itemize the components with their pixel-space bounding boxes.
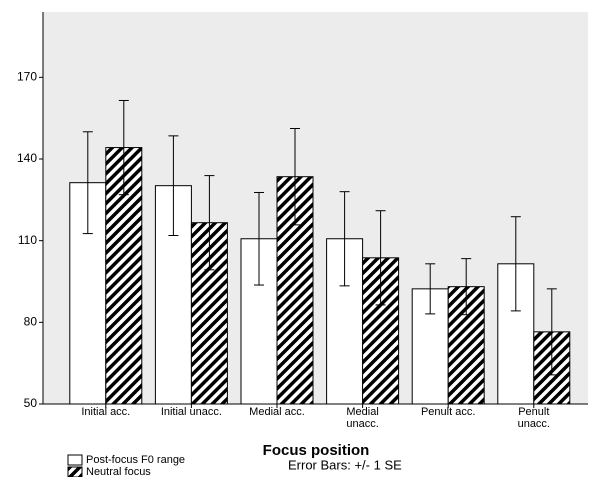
y-tick-label: 110 <box>18 233 37 247</box>
error-bar <box>204 175 215 271</box>
legend-label: Post-focus F0 range <box>86 454 185 466</box>
x-tick-label: Initial unacc. <box>160 406 222 418</box>
error-bar <box>461 258 472 316</box>
legend-label: Neutral focus <box>86 466 151 477</box>
x-tick-label: Penult unacc. <box>517 406 550 430</box>
x-axis-title: Focus position <box>263 442 370 459</box>
error-bar <box>546 288 557 376</box>
y-tick-label: 50 <box>24 396 38 410</box>
legend-swatch <box>67 466 83 477</box>
error-bar <box>339 191 350 287</box>
x-tick-label: Initial acc. <box>81 406 131 418</box>
error-bar <box>425 263 436 315</box>
legend-swatch <box>67 454 83 466</box>
y-tick-label: 80 <box>24 315 38 329</box>
y-tick-label: 170 <box>17 70 37 84</box>
error-bar <box>254 191 264 286</box>
x-tick-label: Medial acc. <box>249 406 305 418</box>
error-bar <box>168 135 179 236</box>
error-bar <box>118 99 129 196</box>
error-bar <box>510 216 521 312</box>
error-bar <box>290 128 300 226</box>
x-tick-label: Medial unacc. <box>346 406 379 430</box>
annotation: Error Bars: +/- 1 SE <box>288 457 402 472</box>
x-tick-label: Penult acc. <box>420 406 476 418</box>
error-bar <box>82 131 93 235</box>
y-tick-label: 140 <box>17 151 37 165</box>
error-bar <box>375 210 386 306</box>
